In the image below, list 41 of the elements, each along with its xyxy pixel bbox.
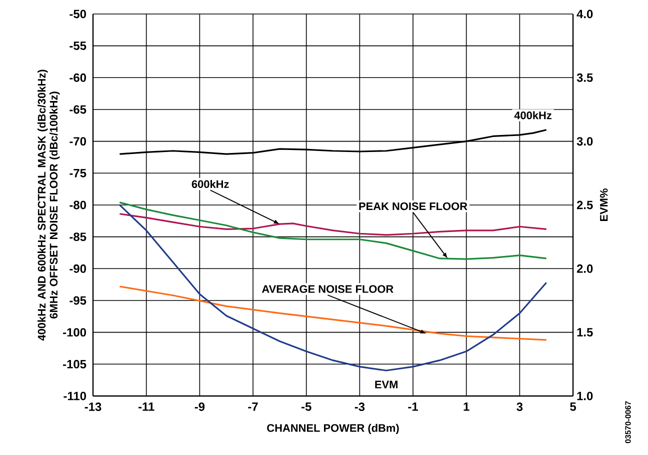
y2-tick-label: 2.0 — [576, 264, 593, 273]
x-tick-label: -7 — [248, 402, 258, 411]
y-tick-label: -90 — [70, 264, 86, 273]
y-tick-label: -110 — [64, 392, 86, 400]
y2-tick-label: 3.5 — [576, 73, 593, 82]
line-series — [118, 204, 548, 372]
annotation: 600kHz — [192, 180, 229, 188]
line-series — [118, 286, 548, 341]
y-tick-label: -105 — [63, 360, 86, 368]
x-tick-label: -13 — [84, 402, 102, 411]
y-tick-label: -55 — [70, 42, 86, 50]
annotation: PEAK NOISE FLOOR — [359, 202, 468, 210]
x-tick-label: 3 — [516, 402, 523, 411]
x-tick-label: -11 — [138, 402, 154, 411]
y2-tick-label: 1.0 — [577, 392, 593, 400]
x-tick-label: -5 — [301, 402, 312, 411]
x-tick-label: 5 — [570, 402, 576, 411]
y2-axis-title: EVM% — [600, 188, 608, 221]
y-tick-label: -85 — [70, 232, 86, 242]
x-tick-label: -1 — [408, 402, 418, 411]
y-tick-label: -50 — [70, 10, 86, 18]
y-tick-label: -80 — [70, 200, 86, 210]
x-axis-title: CHANNEL POWER (dBm) — [267, 424, 399, 434]
y2-tick-label: 3.0 — [576, 137, 593, 146]
y-tick-label: -95 — [70, 296, 86, 305]
y-tick-label: -65 — [70, 105, 86, 114]
y2-tick-label: 4.0 — [576, 10, 593, 18]
y-tick-label: -70 — [70, 137, 86, 146]
y-tick-label: -60 — [70, 73, 86, 82]
annotation: 400kHz — [514, 111, 552, 120]
line-series — [118, 213, 548, 236]
y-axis-title: 400kHz AND 600kHz SPECTRAL MASK (dBc/30kHz) 6MHz OFFSET NOISE FLOOR (dBc/100kHz) — [38, 70, 60, 341]
y-tick-label: -75 — [70, 168, 86, 178]
x-tick-label: 1 — [464, 402, 470, 411]
annotation: EVM — [375, 380, 398, 388]
y-tick-label: -100 — [63, 328, 86, 337]
annotation: AVERAGE NOISE FLOOR — [262, 285, 394, 293]
x-tick-label: -9 — [194, 402, 205, 411]
y2-tick-label: 2.5 — [576, 200, 593, 210]
x-tick-label: -3 — [354, 402, 365, 411]
y2-tick-label: 1.5 — [577, 328, 593, 336]
